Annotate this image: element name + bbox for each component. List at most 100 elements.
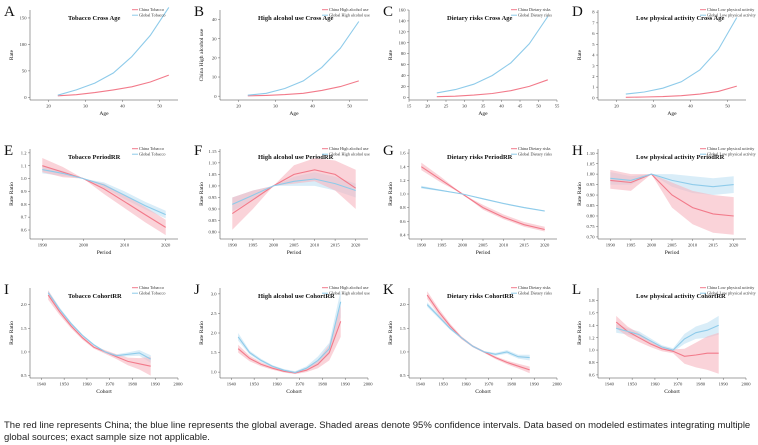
y-axis-label: Rate [9,49,15,60]
x-tick-label: 1940 [227,382,237,387]
ci-band-china [421,162,545,232]
legend-entry: Global Dietary risks [518,152,552,157]
x-tick-label: 2020 [540,243,550,248]
ci-band-global [48,290,151,363]
y-tick-label: 0.6 [589,372,595,377]
x-tick-label: 50 [725,104,730,109]
y-axis-label: Rate Ratio [9,182,15,206]
y-tick-label: 0.4 [400,233,406,238]
y-tick-label: 0.8 [589,360,595,365]
series-line-global [42,169,166,216]
x-tick-label: 1970 [484,382,494,387]
panel-title: Tobacco CohortRR [68,293,122,300]
panel-H: H 1990 1995 2000 2005 2010 2015 2020 0.70 0.75 0.8… [572,143,757,256]
panel-label: L [572,282,581,298]
x-tick-label: 2015 [331,243,341,248]
x-tick-label: 2020 [351,243,361,248]
x-tick-label: 1990 [228,243,238,248]
legend-entry: Global Tobacco [139,13,166,18]
legend-entry: China Dietary risks [518,146,551,151]
y-tick-label: 0.6 [21,228,27,233]
x-tick-label: 2000 [552,382,562,387]
series-line-global [237,301,342,374]
x-tick-label: 2000 [458,243,468,248]
x-tick-label: 45 [518,104,523,109]
y-axis-label: Rate [577,49,583,60]
x-tick-label: 1970 [105,382,115,387]
x-tick-label: 1950 [628,382,638,387]
panel-label: C [383,4,393,20]
legend-entry: China Tobacco [139,285,164,290]
legend-entry: Global Low physical activity [707,13,757,18]
x-tick-label: 2015 [709,243,719,248]
legend-entry: Global Tobacco [139,291,166,296]
panel-label: F [194,143,202,159]
x-tick-label: 1950 [60,382,70,387]
y-tick-label: 40 [401,73,406,78]
y-tick-label: 150 [20,16,28,21]
y-tick-label: 1.5 [400,326,406,331]
x-tick-label: 1990 [719,382,729,387]
series-line-global [426,304,530,359]
y-tick-label: 0.95 [586,182,595,187]
y-tick-label: 20 [212,55,217,60]
panel-title: High alcohol use PeriodRR [258,154,334,161]
y-tick-label: 160 [399,8,407,13]
x-tick-label: 1990 [417,243,427,248]
y-tick-label: 0.90 [208,207,217,212]
x-axis-label: Age [99,111,109,117]
legend-entry: China Tobacco [139,146,164,151]
x-tick-label: 1960 [272,382,282,387]
panel-E: E 1990 2000 2010 2020 0.6 0.7 0.8 0.9 1.0 1.1 1.2 Pe… [4,143,178,256]
y-tick-label: 1.6 [400,151,406,156]
y-tick-label: 1.6 [589,310,595,315]
x-tick-label: 1980 [507,382,517,387]
y-tick-label: 1.5 [21,326,27,331]
x-tick-label: 30 [83,104,88,109]
x-tick-label: 1940 [605,382,615,387]
x-tick-label: 2020 [161,243,171,248]
y-tick-label: 1.1 [21,163,27,168]
y-tick-label: 1.4 [400,164,406,169]
legend-entry: Global High alcohol use [329,291,370,296]
panel-title: Tobacco PeriodRR [68,154,121,161]
y-tick-label: 20 [401,84,406,89]
x-axis-label: Period [476,250,491,256]
x-tick-label: 30 [651,104,656,109]
panel-label: I [4,282,9,298]
x-tick-label: 1960 [82,382,92,387]
ci-band-china [610,169,734,235]
panel-title: Low physical activity PeriodRR [636,154,725,161]
x-tick-label: 50 [347,104,352,109]
series-line-china [436,79,548,98]
x-tick-label: 35 [481,104,486,109]
y-tick-label: 0 [214,94,217,99]
y-tick-label: 80 [401,51,406,56]
x-tick-label: 25 [444,104,449,109]
x-tick-label: 2000 [363,382,373,387]
x-tick-label: 1970 [295,382,305,387]
panel-label: A [4,4,15,20]
y-tick-label: 0.9 [21,189,27,194]
x-tick-label: 1980 [128,382,138,387]
x-tick-label: 1940 [37,382,47,387]
legend-entry: Global Low physical activity [707,152,757,157]
y-tick-label: 30 [212,36,217,41]
panel-title: Low physical activity Cross Age [636,15,724,22]
ci-band-china [232,158,356,230]
x-axis-label: Cohort [664,389,680,395]
panel-title: Dietary risks Cross Age [447,15,513,22]
y-tick-label: 2.0 [400,302,406,307]
series-line-global [436,16,549,94]
x-tick-label: 1990 [530,382,540,387]
x-tick-label: 40 [120,104,125,109]
x-tick-label: 2010 [499,243,509,248]
x-tick-label: 2010 [120,243,130,248]
panel-label: J [194,282,200,298]
panel-F: F 1990 1995 2000 2005 2010 2015 2020 0.80 0.85 0.9… [194,143,370,256]
y-tick-label: 0 [592,95,595,100]
series-line-china [237,321,342,374]
x-tick-label: 20 [236,104,241,109]
legend-entry: China Low physical activity [707,146,755,151]
y-tick-label: 0.85 [586,203,595,208]
